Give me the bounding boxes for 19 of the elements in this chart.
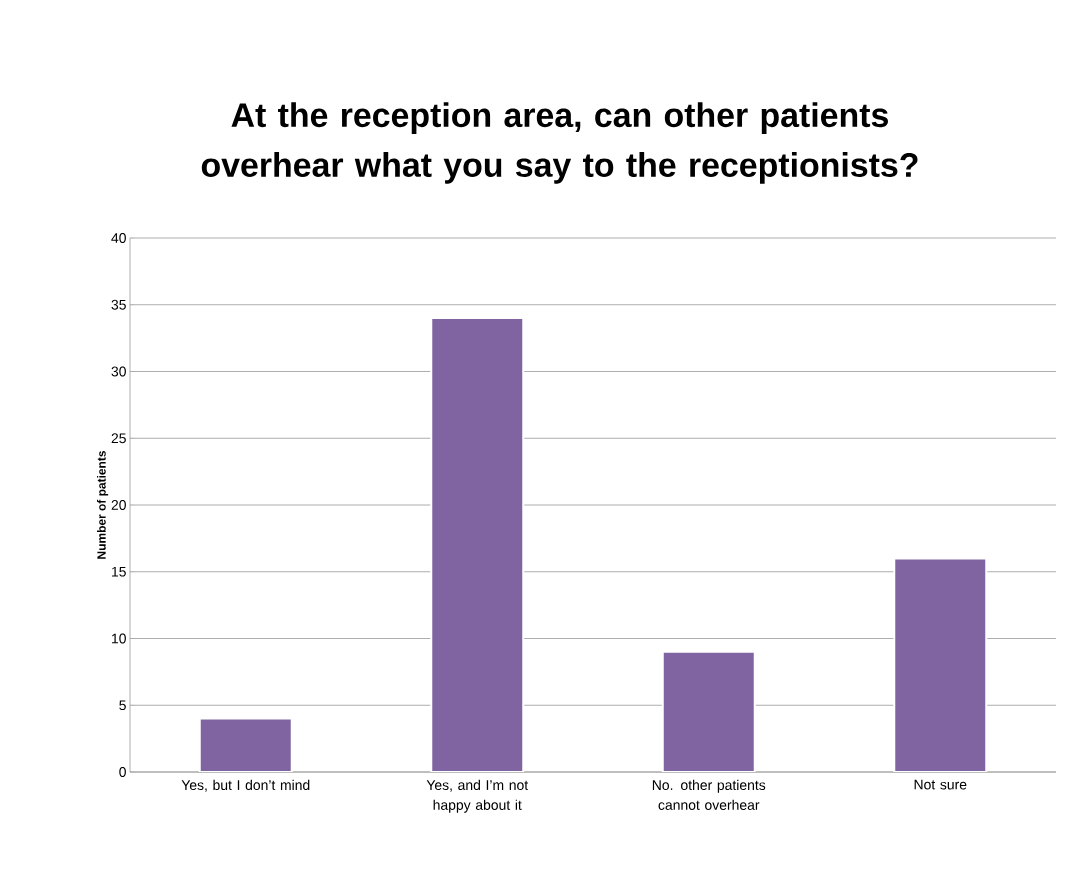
y-tick-label: 30 <box>111 366 126 377</box>
x-tick-label: Yes, but I don’t mind <box>181 779 310 792</box>
bar <box>198 717 293 772</box>
y-tick-label: 40 <box>111 233 126 243</box>
y-axis-title: Number of patients <box>96 451 109 559</box>
chart-title: At the reception area, can other patients overhear what you say to the receptionists? <box>201 102 918 184</box>
x-tick-label: Not sure <box>914 779 967 790</box>
y-tick-label: 15 <box>112 566 126 577</box>
y-tick-label: 20 <box>111 500 126 510</box>
bar <box>430 317 525 772</box>
bar <box>893 557 988 772</box>
y-tick-label: 25 <box>111 433 126 444</box>
x-tick-label: No. other patients cannot overhear <box>652 779 766 810</box>
y-tick-label: 10 <box>112 633 126 644</box>
x-tick-label: Yes, and I’m not happy about it <box>426 779 529 813</box>
bar <box>661 650 756 772</box>
y-tick-label: 35 <box>111 299 126 310</box>
y-tick-label: 5 <box>119 700 126 711</box>
y-tick-label: 0 <box>119 767 126 777</box>
